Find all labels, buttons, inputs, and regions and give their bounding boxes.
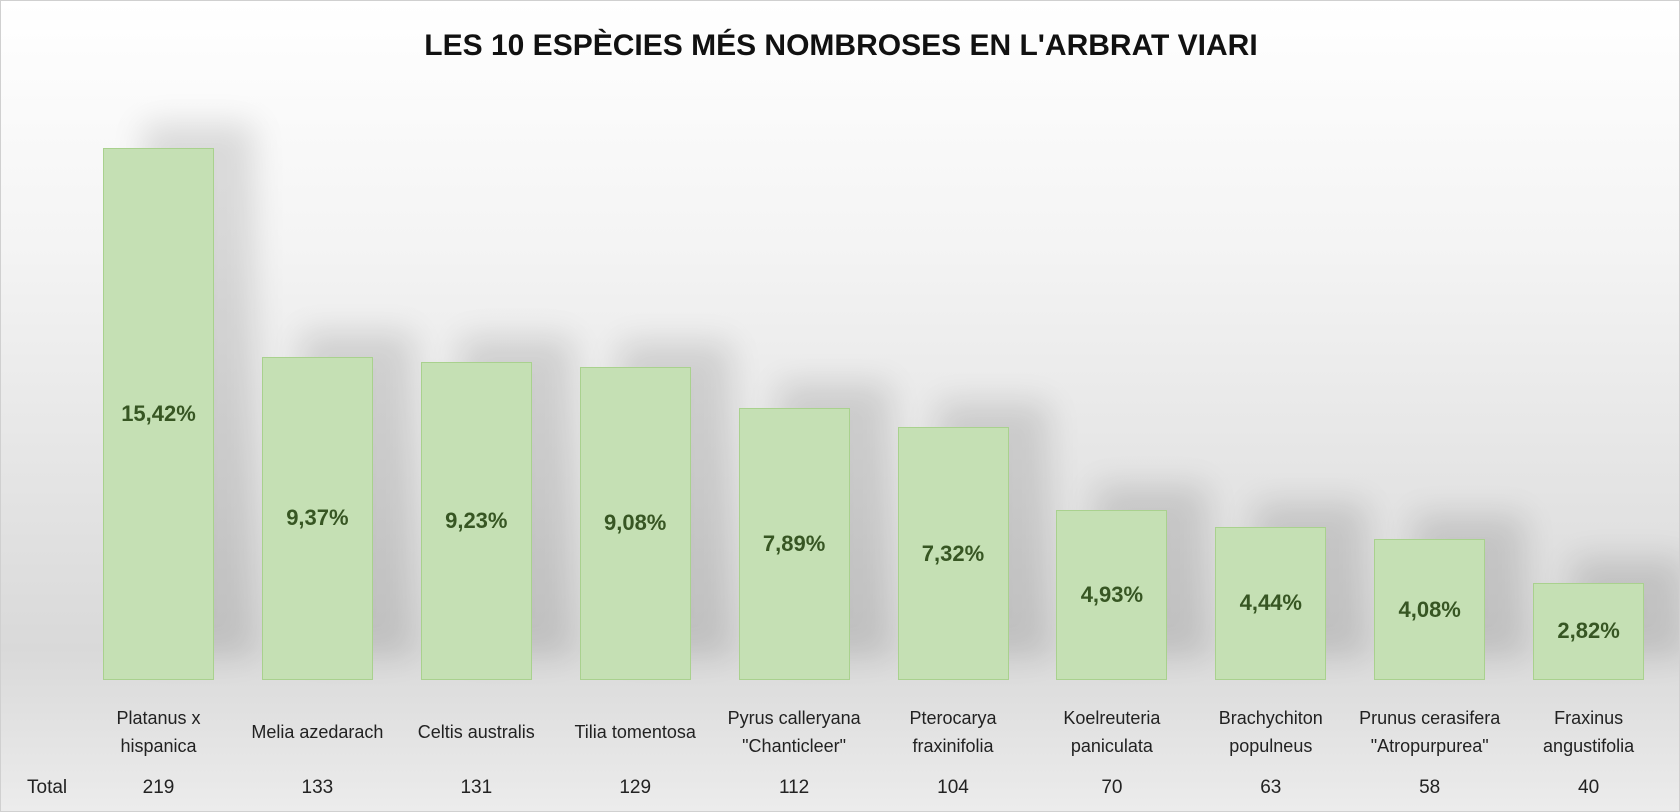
bar <box>261 356 373 680</box>
row-label: Total <box>27 777 68 798</box>
x-tick-label: Pterocarya fraxinifolia <box>909 708 997 756</box>
x-tick-label: Tilia tomentosa <box>574 722 696 742</box>
data-label: 4,08% <box>1398 596 1461 622</box>
data-label: 2,82% <box>1557 618 1620 644</box>
x-tick-label: Koelreuteria paniculata <box>1063 708 1161 756</box>
data-label: 9,37% <box>286 505 349 531</box>
table-value: 70 <box>1101 777 1123 798</box>
x-tick-label: Fraxinus angustifolia <box>1543 708 1635 756</box>
data-label: 7,32% <box>921 540 985 566</box>
table-value: 131 <box>460 777 493 798</box>
x-tick-label: Prunus cerasifera "Atropurpurea" <box>1359 708 1501 756</box>
table-value: 133 <box>301 777 334 798</box>
table-value: 104 <box>937 777 969 798</box>
x-tick-label: Platanus x hispanica <box>116 708 201 756</box>
table-value: 40 <box>1578 777 1600 798</box>
data-label: 4,93% <box>1080 581 1144 607</box>
table-value: 129 <box>619 777 652 798</box>
table-value: 112 <box>778 777 810 798</box>
bar <box>1056 509 1168 680</box>
data-label: 7,89% <box>762 530 826 556</box>
x-tick-label: Melia azedarach <box>251 722 384 742</box>
bar <box>1533 582 1645 680</box>
x-tick-label: Brachychiton populneus <box>1218 708 1323 756</box>
bar <box>897 427 1009 680</box>
data-label: 9,23% <box>445 507 508 533</box>
data-label: 9,08% <box>603 510 667 536</box>
chart-title: LES 10 ESPÈCIES MÉS NOMBROSES EN L'ARBRA… <box>424 29 1258 62</box>
table-value: 219 <box>142 777 175 798</box>
bar <box>1215 526 1327 680</box>
bar <box>103 148 214 680</box>
bar <box>579 366 691 680</box>
table-value: 58 <box>1419 777 1441 798</box>
table-value: 63 <box>1260 777 1282 798</box>
x-tick-label: Pyrus calleryana "Chanticleer" <box>727 708 861 756</box>
bar <box>1374 539 1486 680</box>
bar <box>738 407 850 680</box>
x-tick-label: Celtis australis <box>417 722 535 742</box>
data-label: 4,44% <box>1239 590 1302 616</box>
bar <box>420 361 532 680</box>
data-label: 15,42% <box>121 401 196 426</box>
